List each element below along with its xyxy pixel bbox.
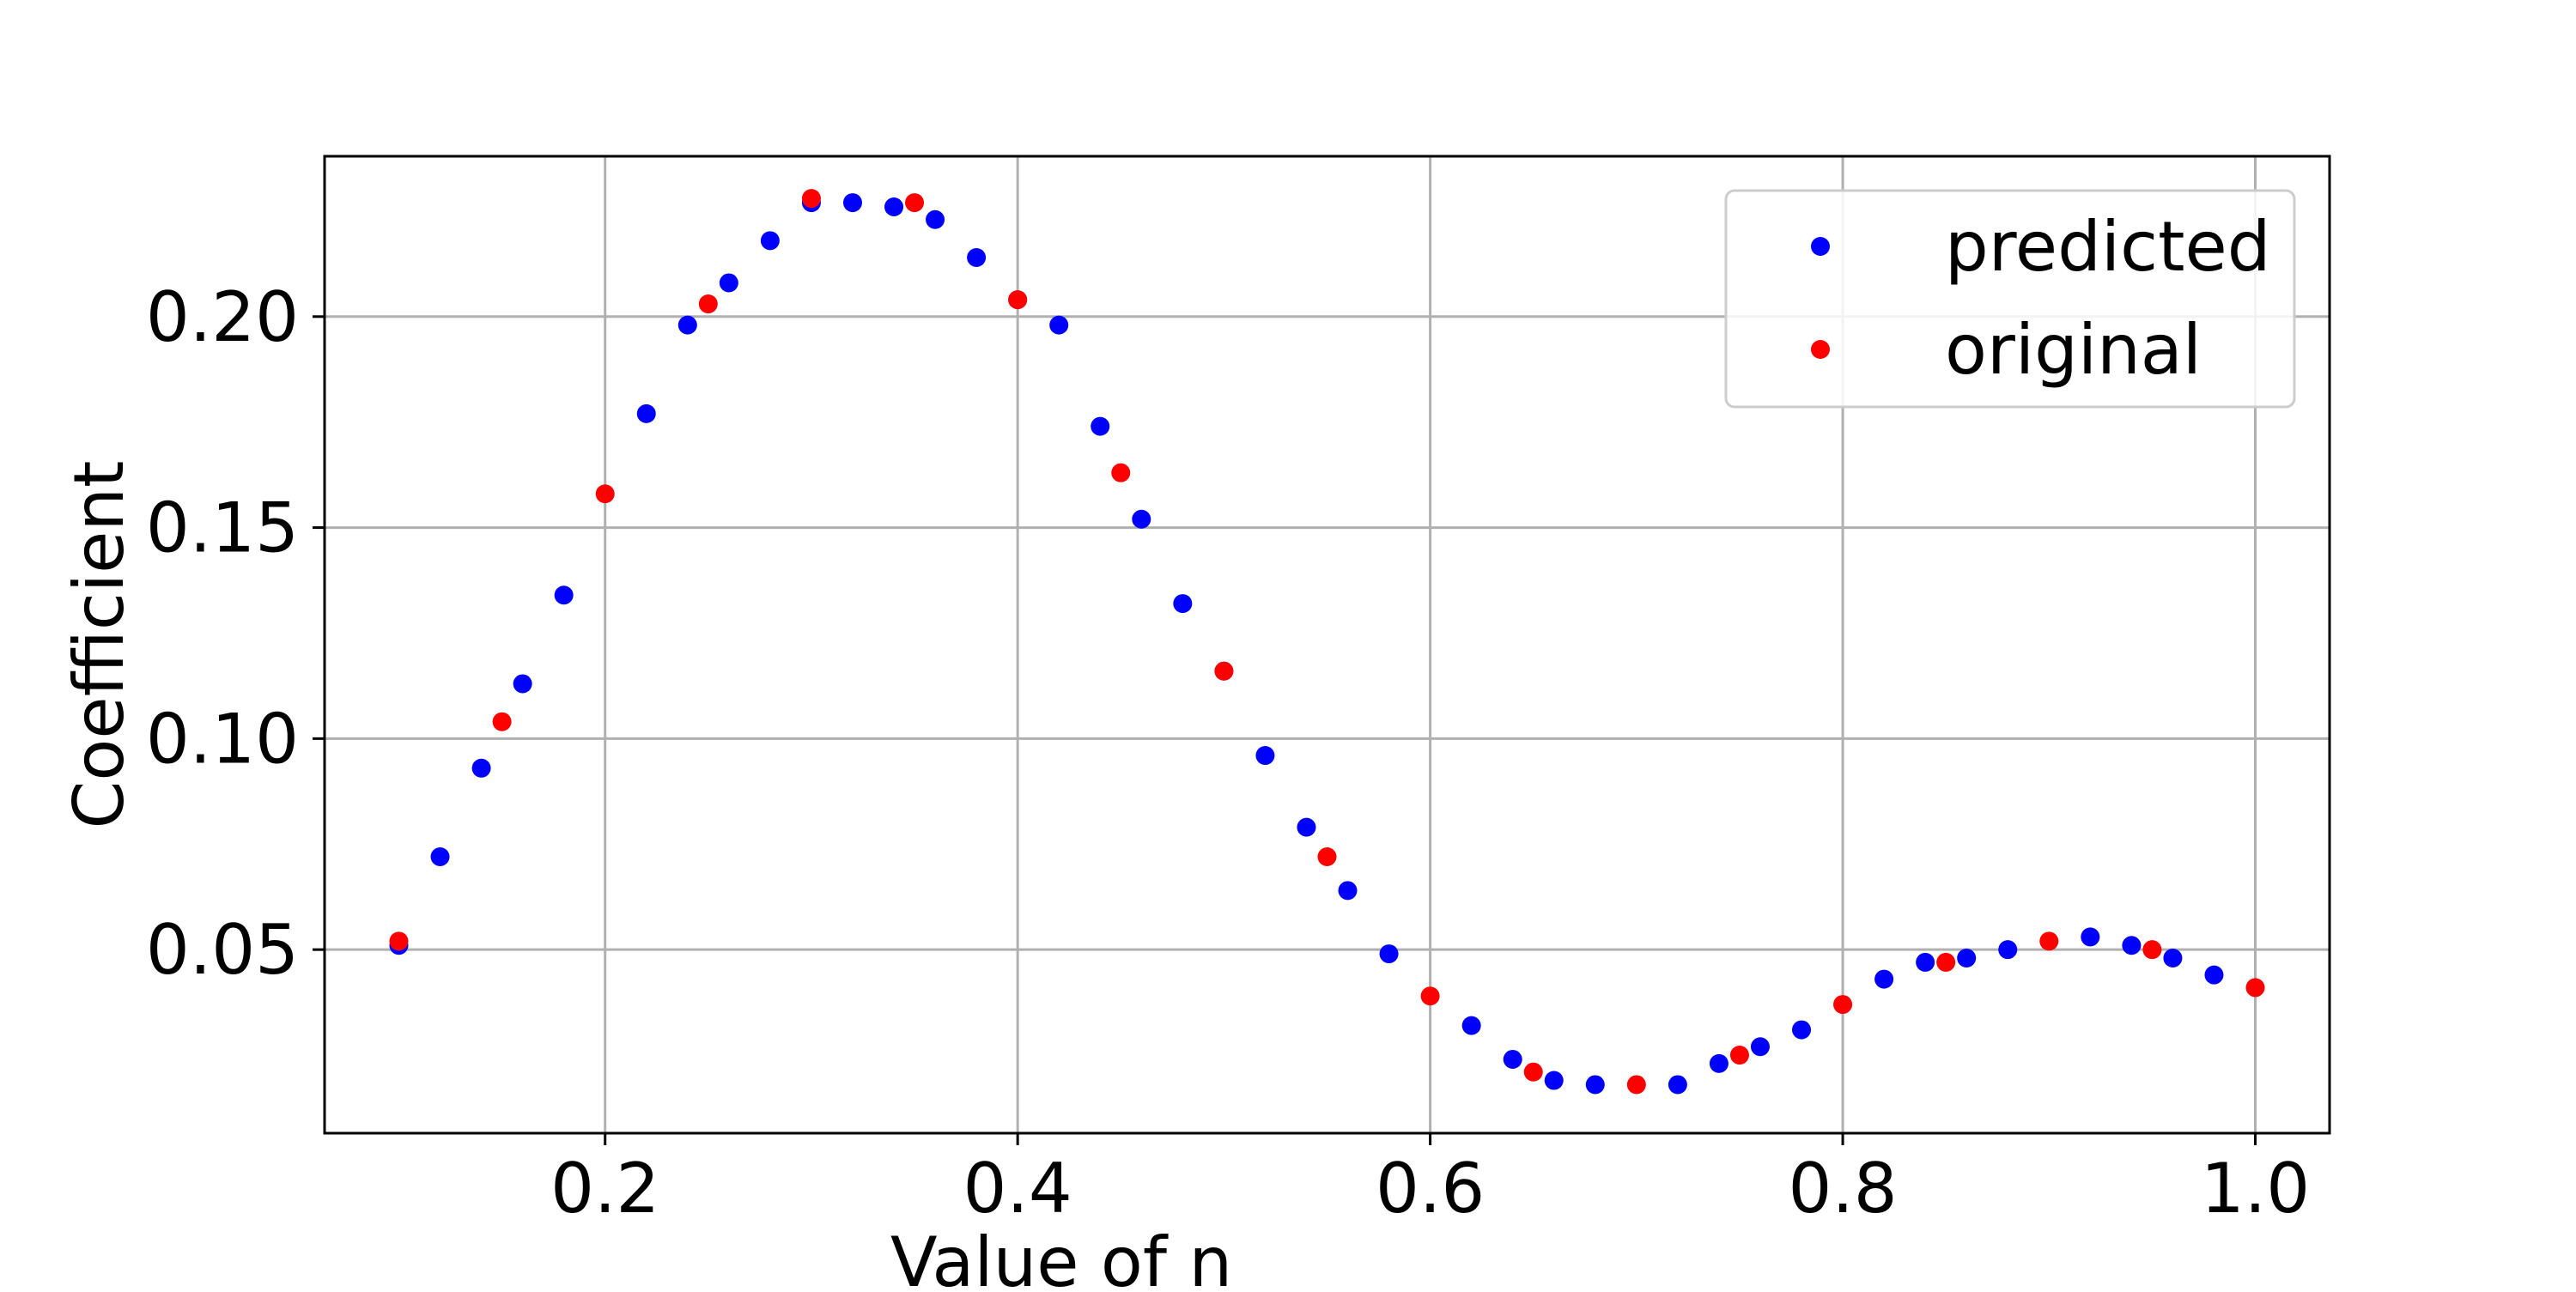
legend: predicted original (1724, 189, 2296, 409)
y-tick-label: 0.20 (146, 277, 299, 357)
predicted-point (1297, 817, 1316, 837)
legend-items: predicted original (1811, 207, 2271, 390)
predicted-point (1255, 746, 1275, 766)
y-axis-label: Coefficient (59, 461, 139, 829)
legend-marker-predicted (1811, 237, 1830, 256)
original-point (595, 484, 615, 504)
original-point (2039, 931, 2059, 951)
original-point (698, 294, 718, 314)
predicted-point (1668, 1075, 1687, 1095)
predicted-point (1957, 948, 1977, 967)
plot-frame (323, 155, 2331, 1135)
predicted-point (1709, 1053, 1728, 1073)
original-point (2245, 978, 2265, 998)
predicted-point (1049, 315, 1069, 335)
predicted-point (1874, 969, 1894, 989)
original-point (1111, 463, 1131, 482)
predicted-point (2122, 936, 2142, 955)
x-tick-label: 0.4 (963, 1149, 1072, 1228)
original-point (492, 712, 512, 731)
x-tick-label: 1.0 (2201, 1149, 2310, 1228)
original-point (2142, 940, 2162, 960)
legend-marker-original (1811, 340, 1830, 359)
predicted-point (430, 847, 450, 867)
predicted-point (513, 674, 532, 694)
x-tick-label: 0.2 (550, 1149, 659, 1228)
predicted-point (1544, 1071, 1564, 1090)
legend-label-predicted: predicted (1945, 207, 2271, 287)
predicted-point (554, 585, 574, 605)
x-tick-label: 0.6 (1376, 1149, 1485, 1228)
original-point (801, 189, 821, 209)
data-points (389, 189, 2265, 1095)
predicted-point (2081, 927, 2100, 947)
predicted-point (842, 193, 862, 213)
original-point (1936, 952, 1956, 972)
predicted-point (884, 197, 904, 216)
original-point (389, 931, 409, 951)
legend-box (1724, 189, 2296, 409)
predicted-point (1916, 952, 1935, 972)
original-point (1214, 661, 1234, 681)
predicted-point (1792, 1020, 1812, 1040)
original-point (1833, 995, 1853, 1015)
y-tick-label: 0.15 (146, 488, 299, 568)
predicted-point (1091, 416, 1110, 436)
predicted-point (1503, 1049, 1522, 1069)
original-point (1729, 1046, 1749, 1065)
predicted-point (2204, 965, 2224, 985)
predicted-point (967, 247, 987, 267)
series-predicted (389, 193, 2224, 1095)
predicted-point (677, 315, 697, 335)
original-point (905, 193, 925, 213)
predicted-point (1585, 1075, 1605, 1095)
predicted-point (1998, 940, 2018, 960)
y-tick-label: 0.10 (146, 699, 299, 779)
legend-label-original: original (1945, 310, 2202, 390)
original-point (1523, 1062, 1543, 1082)
predicted-point (1132, 509, 1151, 529)
x-tick-label: 0.8 (1788, 1149, 1897, 1228)
predicted-point (1338, 881, 1358, 901)
axis-ticks: 0.2 0.4 0.6 0.8 1.0 0.05 0.10 0.15 0.20 (146, 277, 2310, 1228)
predicted-point (471, 758, 491, 778)
predicted-point (926, 209, 945, 229)
y-tick-label: 0.05 (146, 910, 299, 990)
predicted-point (1461, 1016, 1481, 1035)
predicted-point (2163, 948, 2183, 967)
original-point (1626, 1075, 1646, 1095)
predicted-point (760, 231, 780, 251)
predicted-point (636, 403, 656, 423)
predicted-point (1750, 1037, 1770, 1057)
predicted-point (1173, 594, 1193, 614)
predicted-point (719, 273, 738, 293)
series-original (389, 189, 2265, 1095)
original-point (1008, 290, 1028, 310)
predicted-point (1379, 944, 1399, 964)
x-axis-label: Value of n (890, 1222, 1232, 1288)
original-point (1317, 847, 1337, 867)
original-point (1420, 986, 1440, 1006)
